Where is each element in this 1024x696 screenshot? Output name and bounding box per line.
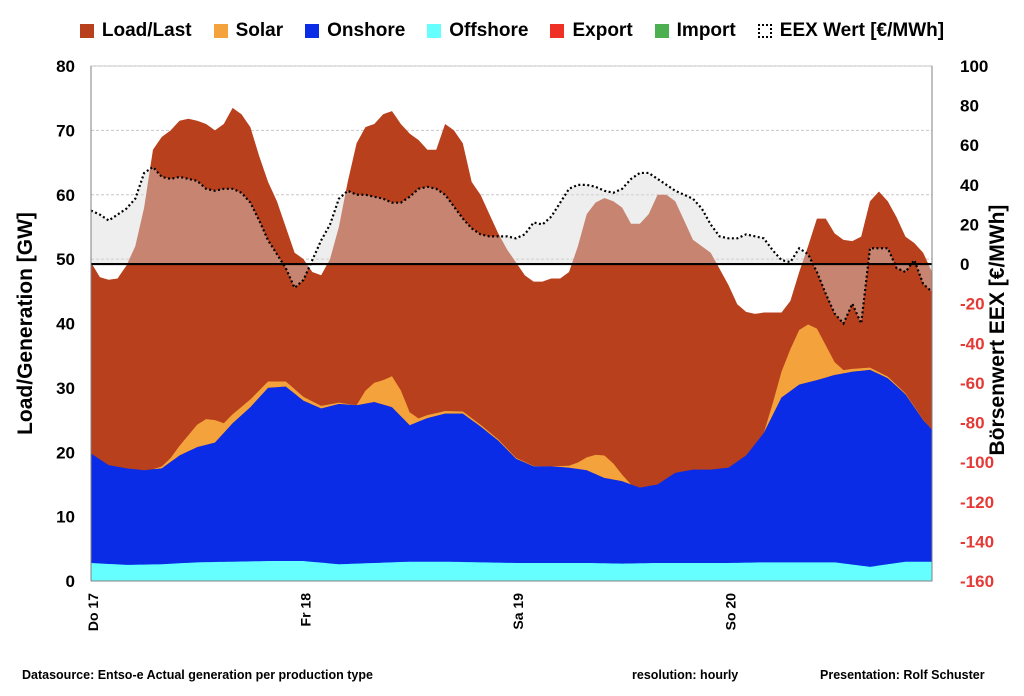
y2-axis-title: Börsenwert EEX [€/MWh] [986, 205, 1009, 456]
legend-swatch-eex [757, 24, 772, 38]
legend-label-offshore: Offshore [449, 20, 529, 41]
y2-tick-label: 60 [960, 136, 979, 155]
legend-item-export: Export [550, 20, 633, 42]
y2-tick-label: -160 [960, 572, 994, 591]
y2-tick-label: -80 [960, 414, 985, 433]
y2-tick-label: -100 [960, 453, 994, 472]
y2-tick-label: -120 [960, 493, 994, 512]
chart: 0 10 20 30 40 50 60 70 80 -160 -140 -120 -100 -80 -60 -… [14, 57, 1009, 631]
y-tick-label: 60 [56, 186, 75, 205]
series-eex-line [90, 165, 933, 328]
y-tick-label: 30 [56, 379, 75, 398]
legend-label-solar: Solar [235, 20, 284, 41]
y2-tick-label: 20 [960, 215, 979, 234]
y-tick-label: 50 [56, 250, 75, 269]
y-tick-label: 40 [56, 315, 75, 334]
y2-tick-label: -20 [960, 295, 985, 314]
y-tick-label: 0 [66, 572, 75, 591]
legend-label-export: Export [572, 20, 633, 41]
y-tick-label: 10 [56, 508, 75, 527]
legend-swatch-import [654, 24, 669, 38]
footer: Datasource: Entso-e Actual generation pe… [0, 666, 1024, 688]
footer-resolution: resolution: hourly [632, 668, 739, 682]
legend-item-load: Load/Last [79, 20, 192, 42]
series-eex-band [91, 167, 932, 324]
y2-tick-label: -40 [960, 334, 985, 353]
legend-item-solar: Solar [213, 20, 284, 42]
legend-item-onshore: Onshore [305, 20, 405, 42]
y2-tick-label: 40 [960, 176, 979, 195]
footer-presentation: Presentation: Rolf Schuster [820, 668, 985, 682]
legend-swatch-offshore [427, 24, 442, 38]
y-axis-title: Load/Generation [GW] [14, 212, 37, 435]
x-tick-label: Do 17 [85, 593, 101, 631]
y2-tick-label: -140 [960, 532, 994, 551]
x-tick-label: Sa 19 [510, 593, 526, 630]
legend: Load/Last Solar Onshore Offshore Export Impor… [0, 14, 1024, 48]
x-tick-label: So 20 [722, 593, 738, 631]
y2-tick-label: 80 [960, 97, 979, 116]
legend-swatch-solar [213, 24, 228, 38]
y2-tick-label: -60 [960, 374, 985, 393]
y-tick-label: 70 [56, 121, 75, 140]
legend-label-load: Load/Last [101, 20, 192, 41]
legend-item-import: Import [654, 20, 736, 42]
legend-label-onshore: Onshore [327, 20, 406, 41]
legend-swatch-load [79, 24, 94, 38]
y-tick-label: 80 [56, 57, 75, 76]
legend-item-eex: EEX Wert [€/MWh] [757, 20, 945, 42]
x-tick-label: Fr 18 [297, 593, 313, 627]
legend-label-eex: EEX Wert [€/MWh] [779, 20, 945, 41]
y2-tick-label: 0 [960, 255, 969, 274]
footer-datasource: Datasource: Entso-e Actual generation pe… [22, 668, 373, 682]
legend-swatch-export [550, 24, 565, 38]
legend-label-import: Import [676, 20, 736, 41]
legend-item-offshore: Offshore [427, 20, 528, 42]
series-onshore-area [91, 369, 932, 581]
y-tick-label: 20 [56, 443, 75, 462]
legend-swatch-onshore [305, 24, 320, 38]
y2-tick-label: 100 [960, 57, 988, 76]
series-offshore-area [91, 561, 932, 581]
